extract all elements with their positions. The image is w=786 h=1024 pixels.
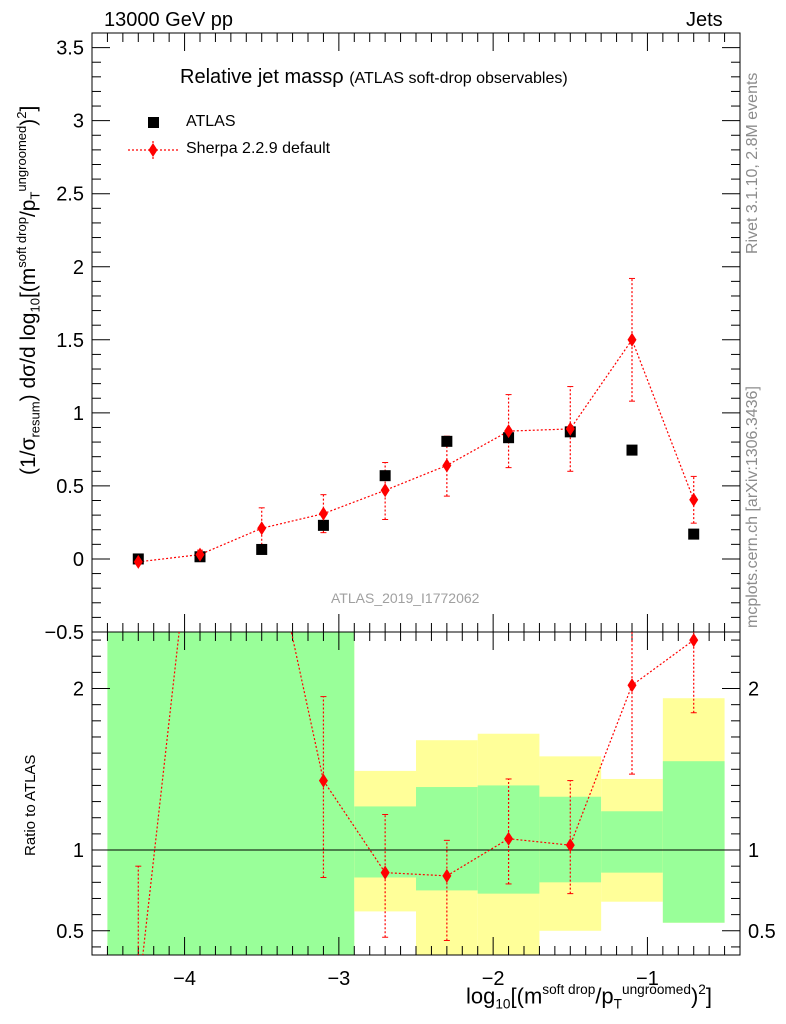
analysis-id: ATLAS_2019_I1772062: [331, 590, 480, 606]
main-ytick-label: 1.5: [56, 330, 84, 352]
atlas-point: [379, 470, 391, 482]
sherpa-point: [689, 492, 699, 507]
sherpa-point: [504, 424, 514, 439]
main-ytick-label: 2.5: [56, 184, 84, 206]
main-y-axis-label: (1/σresum) dσ/d log10[(msoft drop/pTungr…: [14, 105, 43, 475]
band-green-0: [107, 632, 355, 955]
atlas-point: [441, 435, 453, 447]
xtick-label: −2: [482, 968, 505, 990]
legend-marker-sherpa: [148, 143, 158, 157]
main-ytick-label: 0: [73, 549, 84, 571]
xtick-label: −4: [173, 968, 196, 990]
mcplots-label: mcplots.cern.ch [arXiv:1306.3436]: [744, 386, 761, 628]
sherpa-point: [442, 458, 452, 473]
main-ytick-label: 0.5: [56, 476, 84, 498]
ratio-ytick-label-right: 0.5: [748, 921, 776, 943]
sherpa-line: [138, 338, 695, 563]
legend-label-atlas: ATLAS: [186, 113, 236, 130]
sherpa-point: [318, 506, 328, 521]
rivet-label: Rivet 3.1.10, 2.8M events: [744, 72, 761, 254]
ratio-point: [318, 773, 328, 788]
ratio-point: [689, 633, 699, 648]
chart-title: Relative jet massρ (ATLAS soft-drop obse…: [180, 66, 568, 89]
sherpa-point: [565, 421, 575, 436]
ratio-clipped-group: [135, 632, 699, 955]
title-text: Relative jet massρ: [180, 66, 344, 88]
ratio-y-axis-label: Ratio to ATLAS: [22, 754, 39, 856]
ratio-point: [380, 865, 390, 880]
sherpa-point: [195, 547, 205, 562]
sherpa-point: [380, 483, 390, 498]
main-axes: [91, 32, 741, 955]
main-ytick-label: 1: [73, 403, 84, 425]
main-ytick-label: 3.5: [56, 38, 84, 60]
ratio-ytick-label: 1: [73, 840, 84, 862]
ratio-point: [627, 678, 637, 693]
ratio-point: [565, 838, 575, 853]
main-ytick-label: 3: [73, 111, 84, 133]
ratio-ytick-label-right: 1: [748, 840, 759, 862]
subtitle-text: (ATLAS soft-drop observables): [349, 70, 568, 87]
band-green-5: [601, 811, 663, 873]
ratio-series: [135, 632, 699, 955]
sherpa-point: [627, 332, 637, 347]
atlas-point: [626, 444, 638, 456]
atlas-point: [688, 528, 700, 540]
ratio-point: [504, 831, 514, 846]
xtick-label: −3: [327, 968, 350, 990]
ratio-frame: [91, 631, 741, 956]
ratio-axes: [91, 631, 741, 956]
main-ytick-label: 2: [73, 257, 84, 279]
atlas-point: [256, 543, 268, 555]
xtick-label: −1: [636, 968, 659, 990]
ratio-ytick-label: 0.5: [56, 921, 84, 943]
legend-label-sherpa: Sherpa 2.2.9 default: [186, 140, 331, 157]
ratio-line: [142, 632, 695, 955]
legend-marker-atlas: [148, 117, 159, 128]
main-series: [132, 277, 700, 569]
energy-label: 13000 GeV pp: [104, 9, 233, 31]
sherpa-point: [257, 521, 267, 536]
band-green-6: [662, 761, 725, 923]
legend: [128, 117, 178, 159]
main-ytick-label: −0.5: [45, 622, 84, 644]
ratio-point: [442, 868, 452, 883]
sherpa-point: [133, 554, 143, 569]
ratio-ytick-label-right: 2: [748, 679, 759, 701]
category-label: Jets: [686, 9, 723, 31]
ratio-ytick-label: 2: [73, 679, 84, 701]
x-axis-label: log10[(msoft drop/pTungroomed)2]: [466, 982, 712, 1012]
atlas-point: [317, 519, 329, 531]
tick-labels: −0.5 0 0.5 1 1.5 2 2.5 3 3.5 −4 −3 −2 −1 0.5 0.5 1 1 2 2: [45, 38, 776, 990]
